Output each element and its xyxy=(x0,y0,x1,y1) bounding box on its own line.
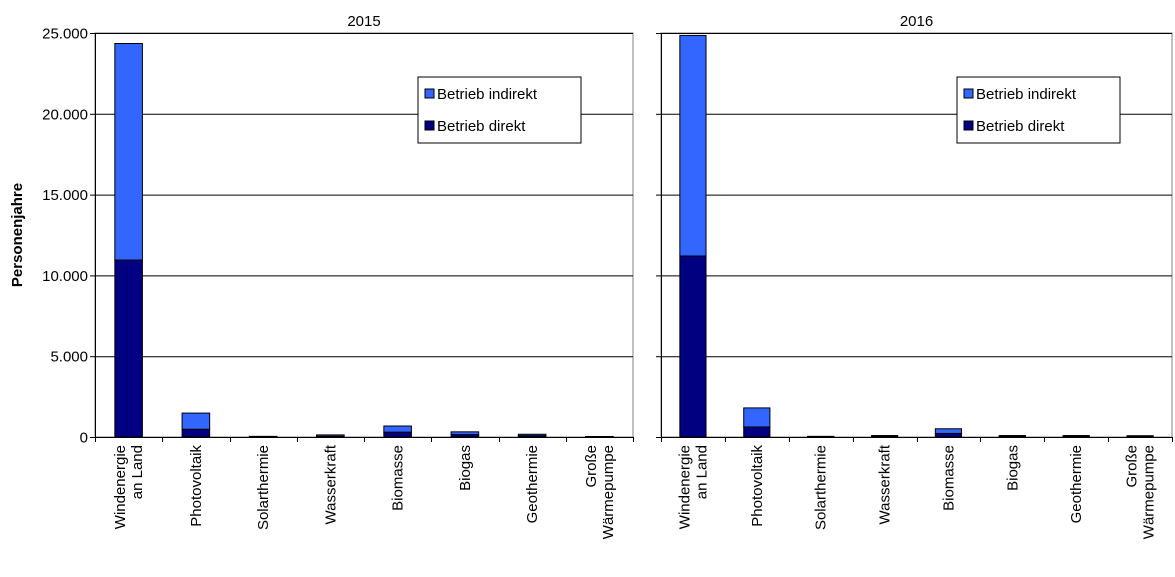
panel-2015: 2015 0 5.000 10.000 15.000 20.000 25.000 Winden… xyxy=(42,13,634,539)
bar-indirekt xyxy=(870,435,899,437)
x-tick-label: an Land xyxy=(693,445,710,499)
x-tick-label: Windenergie xyxy=(676,445,693,529)
legend-label-direkt: Betrieb direkt xyxy=(976,118,1065,135)
bar-indirekt xyxy=(181,412,211,430)
x-tick-label: Biogas xyxy=(1004,445,1021,491)
bar-indirekt xyxy=(679,34,707,257)
bar-indirekt xyxy=(934,428,963,434)
bar-indirekt xyxy=(1062,435,1090,437)
bar-indirekt xyxy=(517,433,547,437)
bar-indirekt xyxy=(807,435,835,438)
panel-title: 2015 xyxy=(347,13,380,30)
legend-box xyxy=(417,76,582,144)
bar-direkt xyxy=(383,431,412,438)
bar-indirekt xyxy=(248,435,278,438)
x-tick-label: Wärmepumpe xyxy=(1141,445,1158,539)
legend-label-direkt: Betrieb direkt xyxy=(437,118,526,135)
y-axis-title: Personenjahre xyxy=(9,183,26,287)
y-tick-label: 25.000 xyxy=(42,26,88,43)
x-tick-label: Photovoltaik xyxy=(749,445,766,527)
panel-title: 2016 xyxy=(900,13,933,30)
x-tick-label: an Land xyxy=(129,445,146,499)
bar-indirekt xyxy=(114,43,143,261)
x-tick-label: Große xyxy=(1124,445,1141,488)
bar-direkt xyxy=(114,259,143,438)
bar-indirekt xyxy=(316,434,345,437)
legend-label-indirekt: Betrieb indirekt xyxy=(437,86,538,103)
bar-direkt xyxy=(934,432,963,438)
legend: Betrieb indirekt Betrieb direkt xyxy=(956,76,1121,144)
x-tick-label: Solarthermie xyxy=(813,445,830,530)
bar-indirekt xyxy=(998,435,1026,437)
bar-indirekt xyxy=(1126,435,1154,438)
x-tick-label: Große xyxy=(583,445,600,488)
legend-box xyxy=(956,76,1121,144)
x-tick-label: Biomasse xyxy=(940,445,957,511)
bar-direkt xyxy=(743,426,771,438)
panel-2016: 2016 Windenergie an Land Photovoltaik Solart… xyxy=(656,13,1173,539)
bar-direkt xyxy=(181,428,211,438)
legend-swatch-direkt xyxy=(963,120,974,131)
x-tick-label: Windenergie xyxy=(112,445,129,529)
x-tick-label: Wärmepumpe xyxy=(600,445,617,539)
legend-swatch-direkt xyxy=(424,120,435,131)
bar-indirekt xyxy=(383,425,412,433)
x-tick-label: Photovoltaik xyxy=(188,445,205,527)
x-tick-label: Wasserkraft xyxy=(322,444,339,524)
y-tick-label: 15.000 xyxy=(42,187,88,204)
legend-swatch-indirekt xyxy=(424,88,435,99)
legend-swatch-indirekt xyxy=(963,88,974,99)
bar-direkt xyxy=(679,255,707,438)
bar-indirekt xyxy=(585,436,614,438)
x-tick-label: Biomasse xyxy=(390,445,407,511)
y-tick-label: 5.000 xyxy=(50,349,88,366)
legend-label-indirekt: Betrieb indirekt xyxy=(976,86,1077,103)
x-tick-label: Geothermie xyxy=(524,445,541,523)
y-tick-label: 10.000 xyxy=(42,268,88,285)
bar-indirekt xyxy=(743,407,771,428)
bar-indirekt xyxy=(450,431,480,436)
x-tick-label: Geothermie xyxy=(1068,445,1085,523)
legend: Betrieb indirekt Betrieb direkt xyxy=(417,76,582,144)
x-tick-label: Biogas xyxy=(457,445,474,491)
y-axis-title-group: Personenjahre xyxy=(9,183,26,287)
y-tick-label: 0 xyxy=(80,430,88,447)
x-tick-label: Wasserkraft xyxy=(877,444,894,524)
y-tick-label: 20.000 xyxy=(42,106,88,123)
x-tick-label: Solarthermie xyxy=(255,445,272,530)
